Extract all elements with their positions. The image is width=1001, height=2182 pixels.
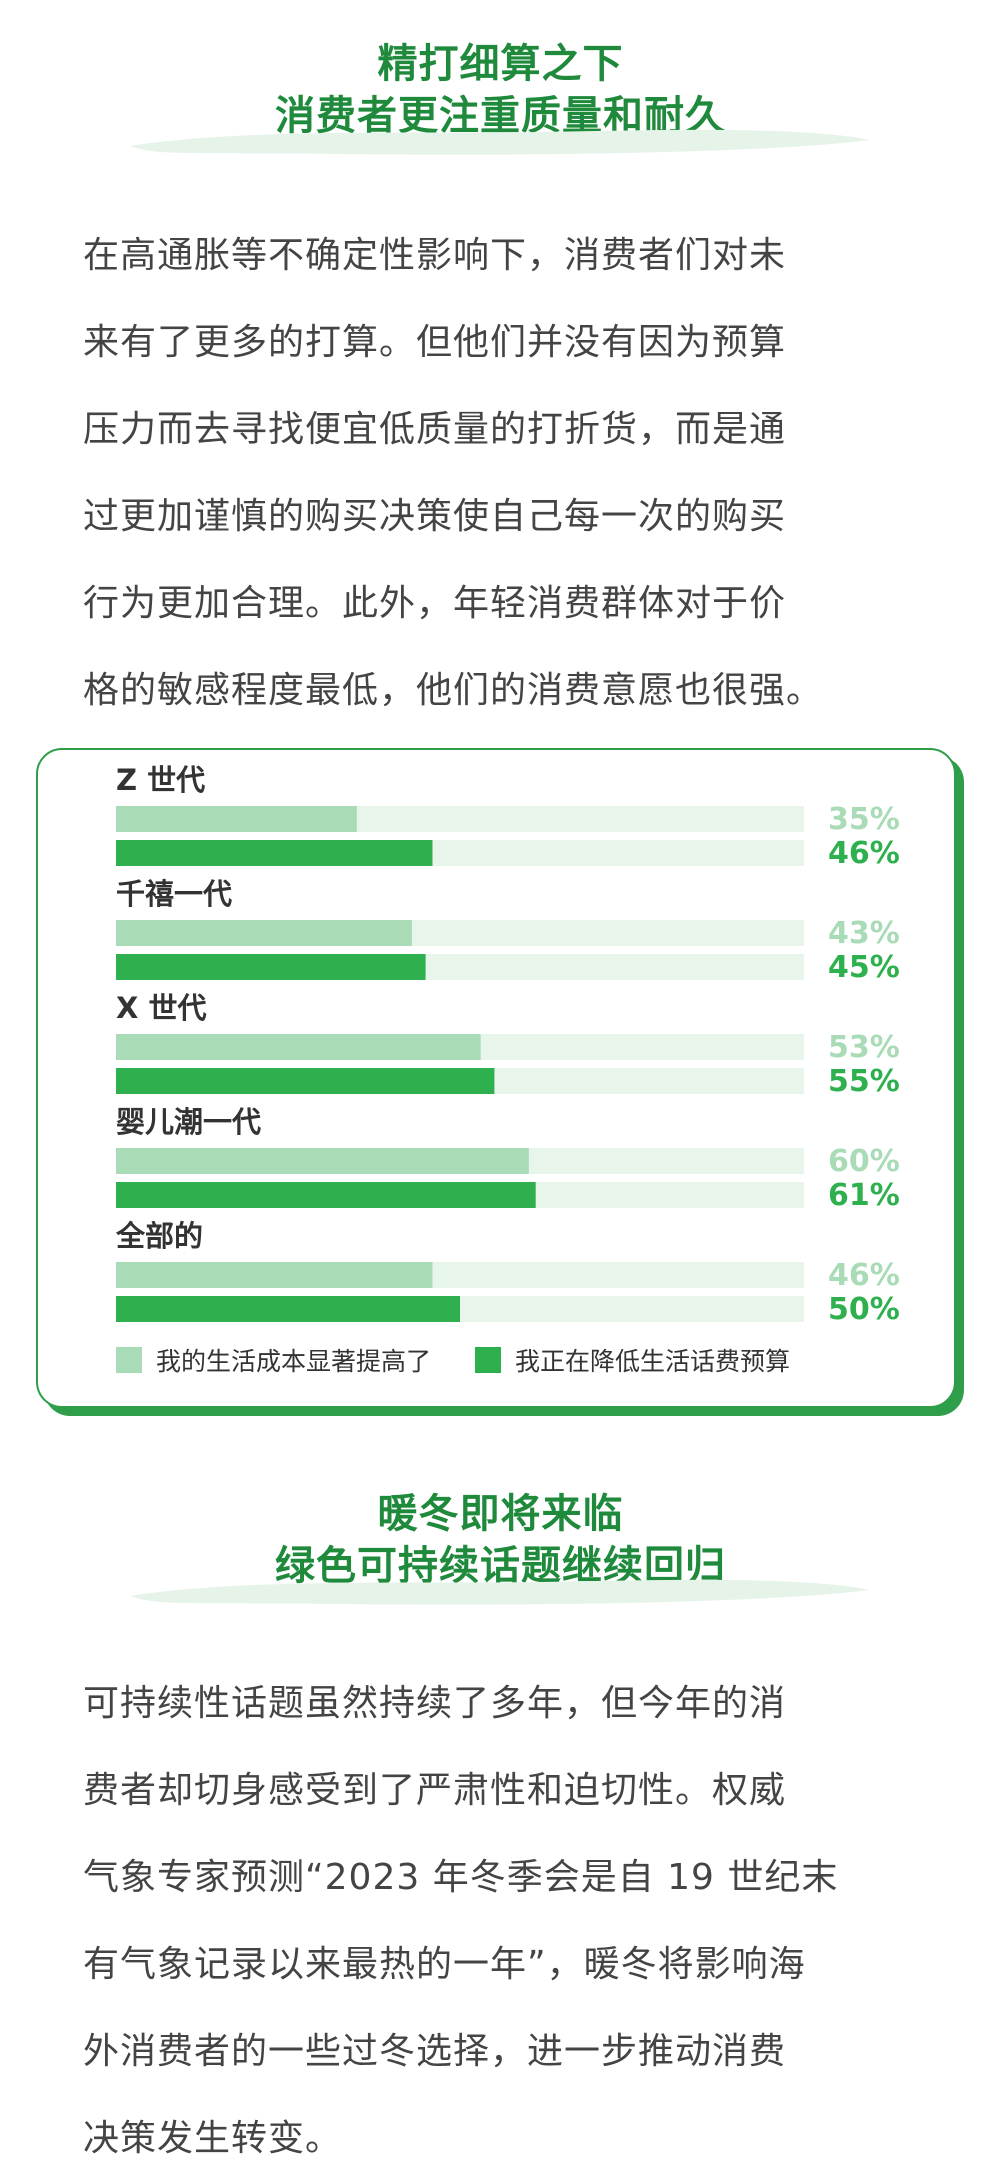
paragraph-line: 行为更加合理。此外，年轻消费群体对于价 — [83, 583, 787, 624]
section1-brush-stroke — [130, 129, 870, 155]
bar — [116, 954, 426, 980]
bar — [116, 920, 412, 946]
value-label: 35% — [828, 802, 900, 837]
bar — [116, 1182, 536, 1208]
legend-item-budget: 我正在降低生活话费预算 — [475, 1342, 790, 1378]
bar — [116, 1068, 495, 1094]
legend-item-cost: 我的生活成本显著提高了 — [116, 1342, 431, 1378]
value-label: 60% — [828, 1144, 900, 1179]
legend-label-budget: 我正在降低生活话费预算 — [515, 1347, 791, 1376]
value-label: 53% — [828, 1030, 900, 1065]
value-label: 46% — [828, 1258, 900, 1293]
bar — [116, 1296, 460, 1322]
legend-swatch-dark — [475, 1347, 502, 1373]
paragraph-line: 格的敏感程度最低，他们的消费意愿也很强。 — [83, 670, 824, 711]
section2-brush-stroke — [130, 1579, 870, 1605]
section1-paragraph: 在高通胀等不确定性影响下，消费者们对未 来有了更多的打算。但他们并没有因为预算 … — [83, 212, 923, 734]
value-label: 61% — [828, 1178, 900, 1213]
bar — [116, 806, 357, 832]
paragraph-line: 压力而去寻找便宜低质量的打折货，而是通 — [83, 409, 787, 450]
bar — [116, 840, 433, 866]
paragraph-line: 决策发生转变。 — [83, 2118, 343, 2159]
paragraph-line: 气象专家预测“2023 年冬季会是自 19 世纪末 — [83, 1857, 839, 1898]
paragraph-line: 来有了更多的打算。但他们并没有因为预算 — [83, 322, 787, 363]
value-label: 43% — [828, 916, 900, 951]
section1-title-line-1: 精打细算之下 — [377, 41, 624, 87]
paragraph-line: 过更加谨慎的购买决策使自己每一次的购买 — [83, 496, 787, 537]
paragraph-line: 可持续性话题虽然持续了多年，但今年的消 — [83, 1683, 787, 1724]
paragraph-line: 外消费者的一些过冬选择，进一步推动消费 — [83, 2031, 787, 2072]
category-label: 全部的 — [115, 1219, 203, 1253]
paragraph-line: 费者却切身感受到了严肃性和迫切性。权威 — [83, 1770, 787, 1811]
bar — [116, 1262, 433, 1288]
chart-legend: 我的生活成本显著提高了 我正在降低生活话费预算 — [116, 1342, 834, 1378]
value-label: 50% — [828, 1292, 900, 1327]
section2-title-line-1: 暖冬即将来临 — [377, 1491, 624, 1537]
paragraph-line: 有气象记录以来最热的一年”，暖冬将影响海 — [83, 1944, 806, 1985]
category-label: 婴儿潮一代 — [116, 1105, 261, 1139]
bar — [116, 1034, 481, 1060]
section1-title: 精打细算之下 消费者更注重质量和耐久 — [0, 38, 1001, 142]
value-label: 55% — [828, 1064, 900, 1099]
category-label: Z 世代 — [116, 763, 205, 797]
section2-title: 暖冬即将来临 绿色可持续话题继续回归 — [0, 1488, 1001, 1592]
chart-card: Z 世代 35% 46% 千禧一代 43% 45% X 世代 53% 55% 婴儿潮一代 60% 61… — [36, 748, 956, 1408]
legend-label-cost: 我的生活成本显著提高了 — [156, 1347, 432, 1376]
legend-swatch-light — [116, 1347, 142, 1373]
value-label: 45% — [828, 950, 900, 985]
value-label: 46% — [828, 836, 900, 871]
bar — [116, 1148, 529, 1174]
section2-paragraph: 可持续性话题虽然持续了多年，但今年的消 费者却切身感受到了严肃性和迫切性。权威 … — [83, 1660, 923, 2182]
category-label: 千禧一代 — [116, 877, 232, 911]
paragraph-line: 在高通胀等不确定性影响下，消费者们对未 — [83, 235, 787, 276]
category-label: X 世代 — [116, 991, 206, 1025]
